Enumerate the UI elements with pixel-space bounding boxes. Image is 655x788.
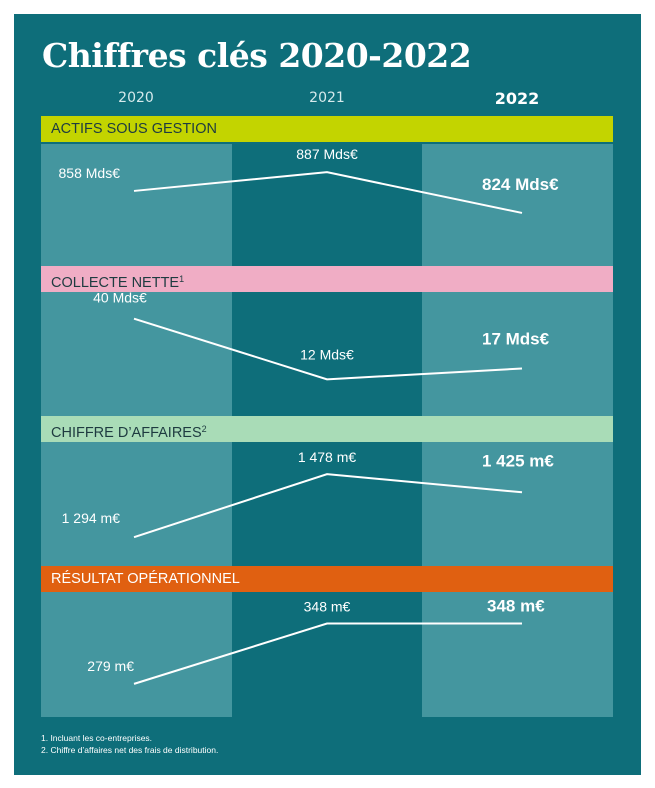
data-label: 824 Mds€ xyxy=(482,175,559,194)
data-label: 348 m€ xyxy=(304,599,351,615)
band-footnote-mark: 2 xyxy=(201,424,207,434)
band-actifs-sous-gestion: ACTIFS SOUS GESTION xyxy=(41,116,613,142)
band-resultat-operationnel: RÉSULTAT OPÉRATIONNEL xyxy=(41,566,613,592)
data-label: 887 Mds€ xyxy=(296,146,358,162)
year-label-2020: 2020 xyxy=(118,90,154,106)
data-label: 348 m€ xyxy=(487,597,545,616)
band-collecte-nette: COLLECTE NETTE1 xyxy=(41,266,613,292)
data-label: 1 478 m€ xyxy=(298,449,357,465)
year-label-2022: 2022 xyxy=(494,89,540,108)
footnote-1: 1. Incluant les co-entreprises. xyxy=(41,733,153,743)
line-charts: 858 Mds€ 887 Mds€ 824 Mds€ 40 Mds€ 12 Mds€ 17… xyxy=(59,146,559,685)
key-figures-panel: Chiffres clés 2020-2022 2020 2021 2022 A… xyxy=(14,14,641,775)
band-title: COLLECTE NETTE xyxy=(51,275,180,291)
data-label: 858 Mds€ xyxy=(59,165,121,181)
year-label-2021: 2021 xyxy=(309,90,345,106)
band-title: ACTIFS SOUS GESTION xyxy=(51,121,217,137)
band-chiffre-affaires: CHIFFRE D’AFFAIRES2 xyxy=(41,416,613,442)
page-title: Chiffres clés 2020-2022 xyxy=(42,36,472,75)
band-title: CHIFFRE D’AFFAIRES xyxy=(51,425,202,441)
series-line xyxy=(133,622,522,685)
band-footnote-mark: 1 xyxy=(179,274,185,284)
data-label: 17 Mds€ xyxy=(482,330,550,349)
band-title: RÉSULTAT OPÉRATIONNEL xyxy=(51,571,240,587)
series-line xyxy=(133,171,523,214)
data-label: 1 425 m€ xyxy=(482,451,554,470)
data-label: 279 m€ xyxy=(87,658,134,674)
series-line xyxy=(133,473,523,539)
data-label: 12 Mds€ xyxy=(300,346,354,362)
data-label: 40 Mds€ xyxy=(93,290,147,306)
data-label: 1 294 m€ xyxy=(62,510,121,526)
footnote-2: 2. Chiffre d’affaires net des frais de d… xyxy=(41,745,219,755)
